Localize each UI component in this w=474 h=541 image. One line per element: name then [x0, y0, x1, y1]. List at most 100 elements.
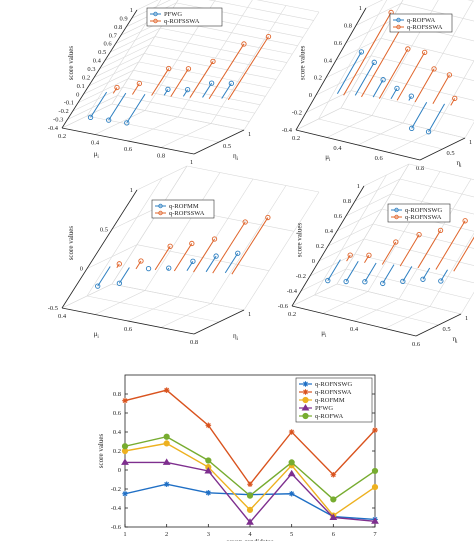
stem-marker	[400, 278, 406, 285]
triangle-marker	[287, 469, 296, 477]
stem-marker	[165, 86, 171, 93]
z-tick-label: 0.3	[87, 66, 95, 73]
stem-marker	[208, 80, 215, 86]
stem-line	[345, 261, 359, 282]
x-tick-label: 0.6	[124, 326, 133, 333]
stem-line	[435, 220, 466, 270]
x-tick-label: 0.8	[157, 153, 165, 160]
z-axis-line	[295, 7, 367, 131]
triangle-marker	[329, 513, 338, 520]
stem-marker	[106, 117, 112, 123]
triangle-marker	[204, 466, 213, 474]
y-tick-label: 0.8	[113, 391, 121, 398]
x-tick-label: 5	[290, 531, 293, 538]
x-tick-label: 0.4	[91, 140, 100, 147]
stem-line	[108, 92, 127, 121]
stem-marker	[265, 214, 271, 221]
stem-line	[90, 91, 108, 118]
grid-line	[429, 232, 474, 307]
circle-marker	[246, 506, 254, 513]
legend-marker	[158, 203, 163, 209]
x-tick-label: 0.8	[190, 339, 198, 346]
grid-line	[318, 118, 443, 150]
stem-line	[372, 79, 384, 98]
legend-label: q-ROFWA	[315, 413, 343, 420]
y-axis-label: ηi	[453, 335, 459, 345]
stem-marker	[343, 278, 349, 285]
stem-line	[396, 52, 426, 101]
legend-label: q-ROFWA	[407, 17, 435, 24]
z-tick-label: 0.5	[100, 226, 108, 233]
legend-label: q-ROFSSWA	[164, 18, 200, 25]
x-tick-label: 1	[123, 531, 126, 538]
z-axis-label: score values	[299, 45, 307, 80]
stem-line	[343, 12, 392, 96]
stem-line	[186, 261, 194, 272]
triangle-marker	[121, 458, 129, 465]
circle-marker	[205, 457, 212, 464]
legend-marker	[396, 24, 401, 30]
triangle-marker	[301, 404, 310, 411]
z-tick-label: -0.1	[64, 100, 74, 107]
stem-line	[402, 266, 413, 282]
stem-marker	[366, 252, 372, 258]
legend-label: q-ROFMM	[315, 397, 345, 404]
star-marker	[122, 397, 128, 404]
x-tick-label: 7	[373, 531, 377, 538]
x-tick-label: 0.6	[124, 146, 133, 153]
legend-label: q-ROFNSWG	[315, 381, 353, 388]
stem-marker	[422, 49, 428, 56]
z-tick-label: 0.4	[325, 228, 334, 235]
z-tick-label: 1	[359, 5, 362, 12]
grid-line	[314, 294, 439, 326]
z-axis-label: score values	[296, 223, 304, 258]
x-tick-label: 0.4	[350, 326, 359, 333]
x-axis-label: μi	[325, 153, 331, 163]
z-tick-label: 0.6	[334, 40, 343, 47]
star-marker	[163, 481, 170, 488]
stem-marker	[210, 58, 216, 65]
stem-plot-3d-2: 10.80.60.40.20-0.2-0.40.20.40.60.80.51sc…	[282, 0, 474, 172]
stem-marker	[166, 65, 172, 72]
stem-marker	[228, 80, 235, 86]
grid-line	[340, 0, 404, 109]
y-tick-label: 1	[469, 139, 472, 146]
y-tick-label: 0.5	[443, 326, 451, 333]
z-tick-label: 0.2	[316, 243, 324, 250]
x-tick-label: 0.4	[333, 145, 342, 152]
circle-marker	[302, 396, 309, 404]
z-tick-label: 0	[312, 258, 315, 265]
stem-marker	[124, 120, 130, 126]
z-tick-label: 0.6	[103, 41, 112, 48]
z-tick-label: 0.2	[314, 75, 322, 82]
grid-line	[111, 103, 245, 131]
stem-marker	[189, 240, 195, 247]
stem-marker	[242, 219, 248, 225]
z-tick-label: 0.5	[98, 49, 106, 56]
grid-line	[256, 0, 320, 13]
z-tick-label: 0.9	[120, 15, 128, 22]
stem-marker	[416, 232, 422, 238]
x-tick-label: 0.6	[412, 341, 421, 348]
legend-label: q-ROFSSWA	[169, 210, 205, 217]
stem-line	[224, 252, 239, 274]
stem-line	[428, 103, 445, 133]
z-tick-label: 1	[130, 7, 133, 14]
y-tick-label: 0.5	[447, 150, 455, 157]
z-tick-label: 0.1	[77, 83, 85, 90]
grid-line	[350, 90, 474, 121]
stem-line	[112, 87, 118, 94]
grid-line	[243, 191, 320, 311]
stem-line	[163, 89, 169, 96]
stem-marker	[116, 261, 122, 267]
legend-label: PFWG	[315, 405, 333, 412]
stem-marker	[185, 66, 192, 72]
z-tick-label: 0	[80, 266, 83, 273]
x-axis-line	[61, 307, 195, 335]
stem-line	[126, 93, 146, 124]
z-axis-line	[61, 189, 138, 309]
legend-box	[387, 203, 451, 223]
stem-marker	[371, 59, 377, 65]
stem-marker	[167, 243, 173, 249]
stem-line	[221, 83, 232, 99]
